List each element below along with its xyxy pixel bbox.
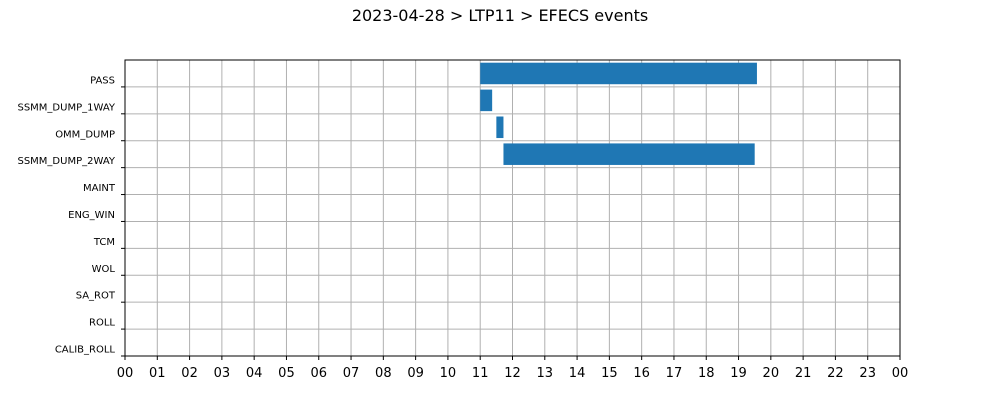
event-bars — [480, 62, 757, 165]
x-tick-label: 19 — [730, 366, 747, 381]
x-tick-label: 00 — [892, 366, 909, 381]
x-tick-label: 20 — [763, 366, 780, 381]
x-tick-label: 16 — [633, 366, 650, 381]
x-tick-label: 15 — [601, 366, 618, 381]
x-tick-label: 10 — [440, 366, 457, 381]
y-tick-label: OMM_DUMP — [55, 129, 115, 140]
x-tick-label: 05 — [278, 366, 295, 381]
chart-title: 2023-04-28 > LTP11 > EFECS events — [351, 6, 649, 25]
x-tick-label: 18 — [698, 366, 715, 381]
x-tick-label: 06 — [310, 366, 327, 381]
x-tick-label: 21 — [795, 366, 812, 381]
x-tick-label: 14 — [569, 366, 586, 381]
x-tick-label: 12 — [504, 366, 521, 381]
x-tick-label: 00 — [117, 366, 134, 381]
x-tick-label: 03 — [214, 366, 231, 381]
y-tick-label: ROLL — [89, 318, 115, 329]
x-tick-label: 09 — [407, 366, 424, 381]
y-tick-label: CALIB_ROLL — [55, 345, 116, 356]
grid-lines — [125, 60, 900, 356]
x-tick-label: 13 — [537, 366, 554, 381]
x-tick-label: 02 — [181, 366, 198, 381]
x-tick-label: 08 — [375, 366, 392, 381]
x-tick-label: 23 — [859, 366, 876, 381]
y-tick-label: SSMM_DUMP_2WAY — [17, 156, 115, 167]
event-bar — [480, 62, 757, 85]
x-tick-label: 17 — [666, 366, 683, 381]
y-tick-label: MAINT — [83, 183, 116, 194]
event-bar — [503, 143, 755, 165]
x-tick-label: 11 — [472, 366, 489, 381]
y-tick-label: ENG_WIN — [68, 210, 115, 221]
y-tick-label: PASS — [90, 75, 115, 86]
event-bar — [496, 116, 504, 139]
y-tick-label: TCM — [93, 237, 115, 248]
y-tick-label: SA_ROT — [76, 291, 116, 302]
y-tick-label: WOL — [92, 264, 116, 275]
x-axis-ticks: 00 01 02 03 04 05 06 07 08 09 10 11 12 13 14 15 16 17 18 19… — [117, 356, 909, 381]
x-tick-label: 01 — [149, 366, 166, 381]
x-tick-label: 07 — [343, 366, 360, 381]
y-axis-ticks: PASS SSMM_DUMP_1WAY OMM_DUMP SSMM_DUMP_2WAY… — [17, 75, 125, 357]
x-tick-label: 04 — [246, 366, 263, 381]
event-bar — [480, 89, 493, 112]
x-tick-label: 22 — [827, 366, 844, 381]
y-tick-label: SSMM_DUMP_1WAY — [17, 102, 115, 113]
